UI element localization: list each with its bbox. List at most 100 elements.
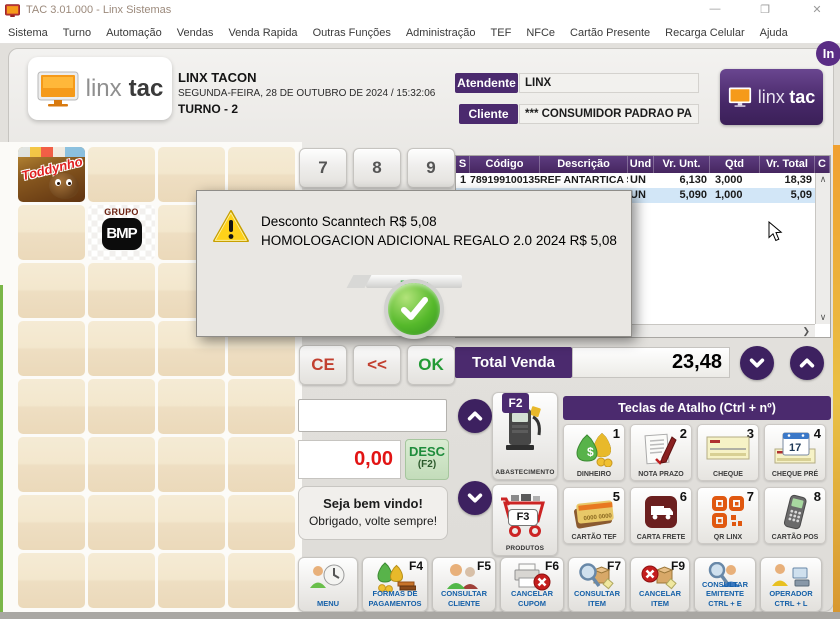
- product-button-toddynho[interactable]: Toddynho: [18, 147, 85, 202]
- client-field[interactable]: *** CONSUMIDOR PADRAO PA: [519, 104, 699, 124]
- total-down-button[interactable]: [740, 346, 774, 380]
- product-grid-cell[interactable]: [88, 437, 155, 492]
- numpad-9[interactable]: 9: [407, 148, 455, 188]
- fuel-pump-icon: [506, 406, 541, 450]
- product-grid-cell[interactable]: [88, 321, 155, 376]
- scroll-right-icon[interactable]: ❯: [802, 326, 810, 336]
- menu-item[interactable]: Cartão Presente: [570, 26, 651, 39]
- operator-button[interactable]: OPERADOR CTRL + L: [760, 557, 822, 612]
- product-grid-cell[interactable]: [18, 495, 85, 550]
- menu-item[interactable]: Vendas: [176, 26, 214, 39]
- quantity-up-button[interactable]: [458, 399, 492, 433]
- numpad-ok[interactable]: OK: [407, 345, 455, 385]
- menu-button[interactable]: MENU: [298, 557, 358, 612]
- menu-item[interactable]: Sistema: [8, 26, 48, 39]
- shortcut-number: 2: [679, 426, 687, 441]
- items-table-header: S Código Descrição Und Vr. Unt. Qtd Vr. Total C: [456, 156, 830, 173]
- two-people-icon: [447, 564, 478, 589]
- shortcut-cartao-pos-button[interactable]: 8 CARTÃO POS: [764, 487, 826, 544]
- product-grid-cell[interactable]: [228, 495, 295, 550]
- menu-item[interactable]: Outras Funções: [312, 26, 391, 39]
- menu-item[interactable]: Automação: [106, 26, 162, 39]
- product-grid-cell[interactable]: [88, 379, 155, 434]
- welcome-line-2: Obrigado, volte sempre!: [308, 514, 438, 528]
- restore-icon[interactable]: ❐: [760, 4, 770, 16]
- minimize-icon[interactable]: —: [709, 3, 721, 15]
- product-grid-cell[interactable]: [18, 553, 85, 608]
- shortcut-carta-frete-button[interactable]: 6 CARTA FRETE: [630, 487, 692, 544]
- menu-item[interactable]: Recarga Celular: [665, 26, 745, 39]
- menu-item[interactable]: Turno: [62, 26, 92, 39]
- close-icon[interactable]: ✕: [812, 4, 822, 16]
- shortcuts-header: Teclas de Atalho (Ctrl + nº): [563, 396, 831, 420]
- f5-key-label: F5: [476, 559, 491, 573]
- freight-truck-icon: [645, 496, 677, 528]
- bottom-button-label: CONSULTAR CLIENTE: [441, 589, 487, 608]
- product-grid-cell[interactable]: [228, 437, 295, 492]
- shortcut-cheque-pre-button[interactable]: 4 17 CHEQUE PRÉ: [764, 424, 826, 481]
- chevron-down-icon: [749, 358, 765, 368]
- table-row[interactable]: 1 7891991001356 REF ANTARTICA S(UN 6,130 3,0…: [456, 173, 815, 188]
- entry-input[interactable]: [298, 399, 447, 432]
- shortcut-cartao-tef-button[interactable]: 5 0000 0000 CARTÃO TEF: [563, 487, 625, 544]
- shortcut-label: CARTÃO POS: [771, 534, 819, 541]
- product-grid-cell[interactable]: [158, 437, 225, 492]
- product-grid-cell[interactable]: [88, 263, 155, 318]
- vertical-scrollbar[interactable]: ∧ ∨: [815, 173, 830, 324]
- product-grid-cell[interactable]: [228, 553, 295, 608]
- product-grid-cell[interactable]: [88, 553, 155, 608]
- cancel-receipt-f6-button[interactable]: F6 CANCELAR CUPOM: [500, 557, 564, 612]
- product-grid-cell[interactable]: [18, 205, 85, 260]
- column-header: Código: [470, 156, 540, 173]
- numpad-7[interactable]: 7: [299, 148, 347, 188]
- shortcut-nota-prazo-button[interactable]: 2 NOTA PRAZO: [630, 424, 692, 481]
- customer-lookup-f5-button[interactable]: F5 CONSULTAR CLIENTE: [432, 557, 496, 612]
- numpad-8[interactable]: 8: [353, 148, 401, 188]
- shortcut-label: QR LINX: [713, 534, 743, 541]
- total-up-button[interactable]: [790, 346, 824, 380]
- logo-text-tac: tac: [128, 74, 164, 102]
- discount-value-field[interactable]: 0,00: [298, 440, 401, 479]
- cancel-item-f9-button[interactable]: F9 CANCELAR ITEM: [630, 557, 690, 612]
- monitor-icon: [728, 87, 751, 107]
- discount-button[interactable]: DESC (F2): [405, 439, 449, 480]
- numpad-ce[interactable]: CE: [299, 345, 347, 385]
- menu-item[interactable]: Ajuda: [759, 26, 788, 39]
- quantity-down-button[interactable]: [458, 481, 492, 515]
- product-grid-cell[interactable]: [18, 263, 85, 318]
- product-grid-cell[interactable]: [18, 321, 85, 376]
- product-grid-cell[interactable]: [158, 553, 225, 608]
- product-grid-cell[interactable]: [18, 379, 85, 434]
- numpad-backspace[interactable]: <<: [353, 345, 401, 385]
- f3-button-label: PRODUTOS: [505, 545, 545, 552]
- shortcut-cheque-button[interactable]: 3 CHEQUE: [697, 424, 759, 481]
- issuer-lookup-button[interactable]: CONSULTAR EMITENTE CTRL + E: [694, 557, 756, 612]
- fuel-f2-button[interactable]: F2 ABASTECIMENTO: [492, 392, 558, 480]
- dialog-message: Desconto Scanntech R$ 5,08 HOMOLOGACION …: [261, 212, 617, 250]
- shortcut-dinheiro-button[interactable]: 1 $ DINHEIRO: [563, 424, 625, 481]
- scroll-up-icon[interactable]: ∧: [819, 174, 827, 184]
- product-grid-cell[interactable]: [158, 379, 225, 434]
- product-group-button-bmp[interactable]: GRUPO BMP: [88, 205, 155, 260]
- menu-item[interactable]: NFCe: [526, 26, 556, 39]
- badge-text-linx: linx: [757, 86, 785, 107]
- store-datetime: SEGUNDA-FEIRA, 28 DE OUTUBRO DE 2024 / 1…: [178, 88, 436, 99]
- menu-item[interactable]: Venda Rapida: [228, 26, 298, 39]
- item-lookup-f7-button[interactable]: F7 CONSULTAR ITEM: [568, 557, 626, 612]
- product-grid-cell[interactable]: [228, 379, 295, 434]
- product-grid-cell[interactable]: [88, 495, 155, 550]
- payment-methods-f4-button[interactable]: F4 FORMAS DE PAGAMENTOS: [362, 557, 428, 612]
- menu-item[interactable]: Administração: [405, 26, 476, 39]
- dialog-confirm-button[interactable]: [388, 283, 440, 335]
- shortcut-qr-linx-button[interactable]: 7 QR LINX: [697, 487, 759, 544]
- product-grid-cell[interactable]: [88, 147, 155, 202]
- products-f3-button[interactable]: F3 PRODUTOS: [492, 484, 558, 556]
- product-grid-cell[interactable]: [158, 495, 225, 550]
- table-cell: 3,000: [715, 174, 743, 186]
- attendant-field[interactable]: LINX: [519, 73, 699, 93]
- bottom-button-label: CONSULTAR EMITENTE CTRL + E: [702, 579, 748, 608]
- scroll-down-icon[interactable]: ∨: [819, 312, 827, 322]
- shortcut-number: 4: [813, 426, 821, 441]
- product-grid-cell[interactable]: [18, 437, 85, 492]
- menu-item[interactable]: TEF: [490, 26, 512, 39]
